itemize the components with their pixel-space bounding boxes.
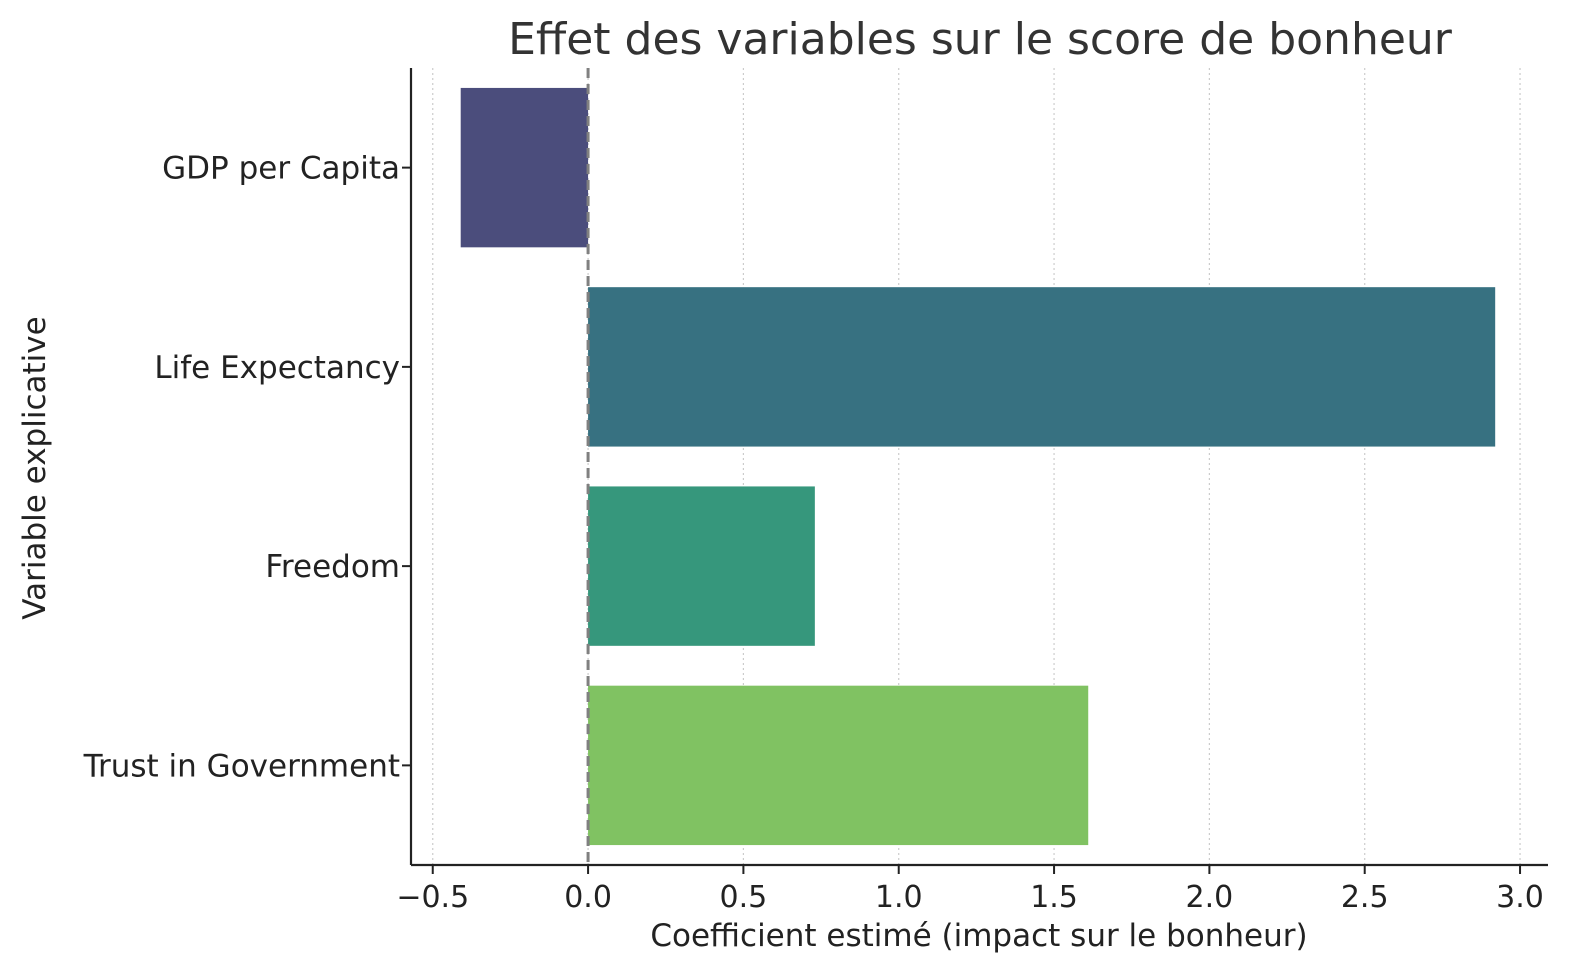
x-tick-label: −0.5	[396, 880, 469, 915]
x-tick-label: 1.5	[1030, 880, 1078, 915]
x-tick-label: 2.0	[1186, 880, 1234, 915]
y-tick-label-trust-in-government: Trust in Government	[83, 748, 400, 784]
x-tick-label: 3.0	[1496, 880, 1544, 915]
x-tick-label: 0.0	[564, 880, 612, 915]
y-axis-label: Variable explicative	[17, 316, 53, 619]
bars	[460, 87, 1496, 846]
x-tick-label: 1.0	[875, 880, 923, 915]
y-tick-label-freedom: Freedom	[265, 549, 400, 585]
x-axis-label: Coefficient estimé (impact sur le bonheu…	[650, 918, 1307, 954]
axes	[409, 68, 1548, 867]
y-tick-label-gdp-per-capita: GDP per Capita	[162, 151, 400, 187]
x-ticks: −0.5 0.0 0.5 1.0 1.5 2.0 2.5 3.0	[396, 865, 1544, 915]
y-tick-label-life-expectancy: Life Expectancy	[154, 350, 400, 386]
x-tick-label: 0.5	[720, 880, 768, 915]
bar-life-expectancy	[588, 287, 1496, 447]
y-ticks: GDP per Capita Life Expectancy Freedom Trus…	[83, 151, 411, 784]
chart-title: Effet des variables sur le score de bonh…	[508, 14, 1453, 65]
bar-freedom	[588, 486, 815, 646]
bar-gdp-per-capita	[460, 87, 589, 248]
x-tick-label: 2.5	[1341, 880, 1389, 915]
bar-trust-in-government	[588, 685, 1089, 846]
